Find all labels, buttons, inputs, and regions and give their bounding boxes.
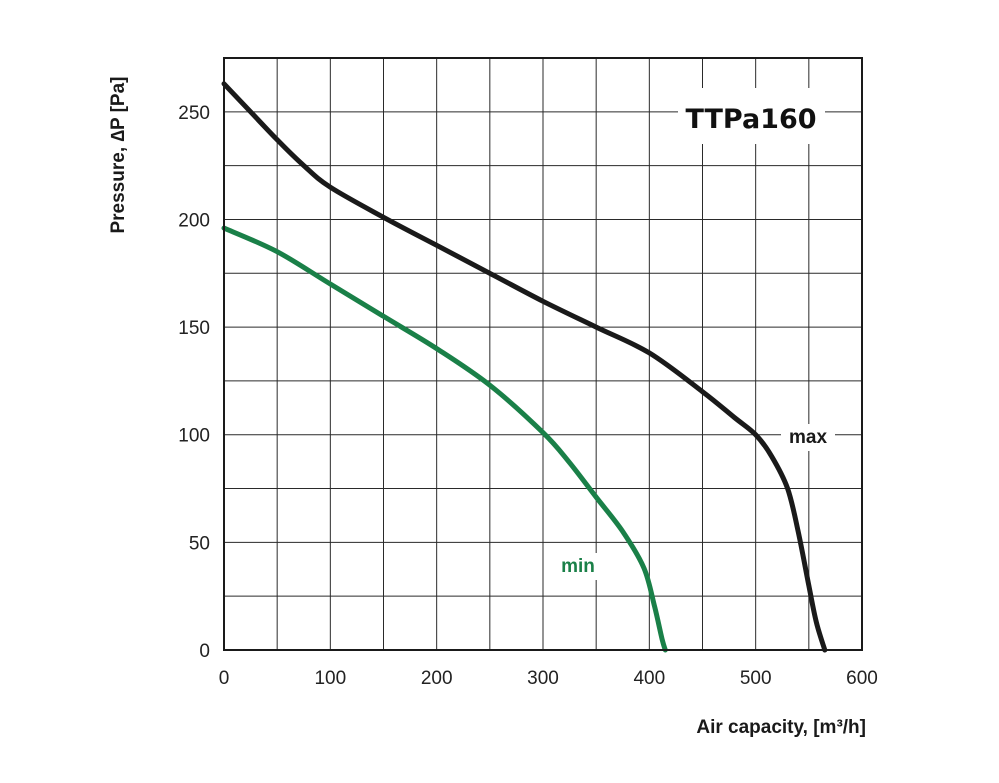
- max-label-background: [781, 424, 835, 451]
- y-tick-label: 50: [189, 533, 210, 554]
- x-tick-label: 300: [527, 668, 559, 689]
- y-tick-labels: 0 50 100 150 200 250: [178, 103, 210, 662]
- grid-lines: [223, 57, 863, 651]
- series-line-max: [221, 81, 828, 653]
- x-tick-label: 500: [740, 668, 772, 689]
- x-axis-title: Air capacity, [m³/h]: [696, 717, 866, 738]
- series-label-min: min: [561, 556, 595, 577]
- series-line-min: [221, 225, 668, 653]
- series-lines: [221, 81, 828, 653]
- y-tick-label: 200: [178, 210, 210, 231]
- x-tick-label: 0: [219, 668, 230, 689]
- y-tick-label: 250: [178, 103, 210, 124]
- x-tick-label: 100: [314, 668, 346, 689]
- x-tick-label: 400: [633, 668, 665, 689]
- series-label-max: max: [789, 427, 827, 448]
- y-tick-label: 150: [178, 318, 210, 339]
- y-axis-title: Pressure, ∆P [Pa]: [108, 76, 129, 233]
- min-label-background: [554, 553, 602, 580]
- y-tick-label: 100: [178, 426, 210, 447]
- chart-title: TTPa160: [685, 104, 816, 135]
- plot-frame: [223, 57, 863, 651]
- x-tick-labels: 0 100 200 300 400 500 600: [219, 668, 878, 689]
- x-tick-label: 600: [846, 668, 878, 689]
- x-tick-label: 200: [421, 668, 453, 689]
- y-tick-label: 0: [199, 641, 210, 662]
- chart-title-background: [678, 88, 825, 144]
